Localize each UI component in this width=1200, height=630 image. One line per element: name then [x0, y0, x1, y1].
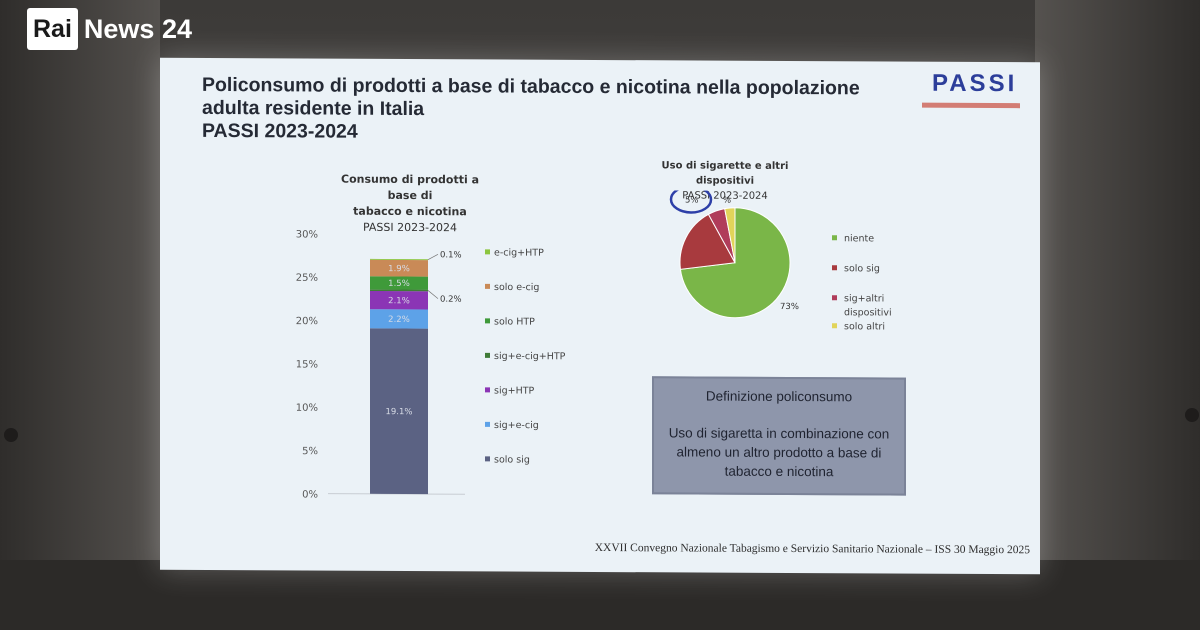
legend-swatch — [485, 456, 490, 462]
bar-data-label: 0.1% — [440, 250, 462, 260]
bar-data-label: 2.1% — [388, 296, 410, 306]
pie-legend-swatch — [832, 265, 837, 271]
legend-label: solo sig — [494, 454, 530, 465]
passi-logo-stripe — [922, 102, 1020, 109]
bar-data-label: 1.9% — [388, 264, 410, 274]
bar-data-label: 2.2% — [388, 315, 410, 325]
bar-callout-line — [427, 253, 439, 260]
passi-logo: PASSI — [922, 70, 1022, 115]
legend-label: e-cig+HTP — [494, 247, 544, 258]
pie-data-label: 73% — [780, 302, 799, 312]
legend-swatch — [485, 318, 490, 324]
bar-segment — [370, 259, 428, 277]
y-tick-label: 10% — [296, 403, 318, 414]
bar-callout-line — [427, 290, 439, 299]
pie-legend-label: sig+altri — [844, 293, 884, 304]
bar-data-label: 19.1% — [385, 407, 412, 417]
y-tick-label: 15% — [296, 359, 318, 370]
legend-label: solo HTP — [494, 316, 535, 327]
definition-text: Uso di sigaretta in combinazione con alm… — [668, 425, 890, 480]
pie-slice — [679, 213, 736, 270]
right-wall — [1035, 0, 1200, 630]
pie-legend-label: solo altri — [844, 321, 885, 331]
y-tick-label: 30% — [296, 229, 318, 240]
projected-slide: Policonsumo di prodotti a base di tabacc… — [160, 57, 1040, 575]
pie-legend-label: solo sig — [844, 263, 880, 274]
definition-heading: Definizione policonsumo — [705, 388, 853, 405]
legend-swatch — [485, 283, 490, 289]
legend-swatch — [485, 249, 490, 255]
highlight-circle — [669, 190, 713, 214]
logo-rai: Rai — [27, 8, 78, 50]
bar-segment — [370, 290, 428, 310]
legend-label: sig+HTP — [494, 385, 535, 396]
slide-title-line-3: PASSI 2023-2024 — [202, 119, 358, 143]
pie-legend-label: niente — [844, 233, 874, 244]
pie-data-label: % — [723, 196, 731, 206]
pie-legend-label: dispositivi — [844, 307, 892, 318]
legend-swatch — [485, 421, 490, 427]
logo-news24: News 24 — [83, 13, 192, 44]
legend-label: solo e-cig — [494, 282, 539, 293]
bar-data-label: 1.5% — [388, 279, 410, 289]
stacked-bar-chart: 0% 5% 10% 15% 20% 25% 30% 19.1% 2.2% 2.1% 0.2% 1.5%… — [296, 229, 566, 500]
bar-segment — [370, 309, 428, 329]
legend-swatch — [485, 387, 490, 393]
pie-data-label: 5% — [685, 195, 698, 205]
passi-logo-text: PASSI — [932, 69, 1018, 98]
wall-outlet-left — [4, 428, 18, 442]
bar-chart-title-line-1: Consumo di prodotti a base di — [341, 172, 479, 203]
wall-outlet-right — [1185, 408, 1199, 422]
pie-legend-swatch — [832, 323, 837, 329]
pie-legend-swatch — [832, 235, 837, 241]
slide-footer: XXVII Convegno Nazionale Tabagismo e Ser… — [594, 541, 1030, 557]
bar-segment — [370, 258, 428, 261]
slide-title: Policonsumo di prodotti a base di tabacc… — [202, 74, 922, 147]
pie-legend-swatch — [832, 295, 837, 301]
legend-label: sig+e-cig — [494, 420, 539, 431]
y-tick-label: 5% — [302, 446, 318, 457]
y-tick-label: 0% — [302, 489, 318, 500]
pie-slice — [724, 207, 736, 263]
y-tick-label: 25% — [296, 273, 318, 284]
left-wall — [0, 0, 160, 630]
legend-label: sig+e-cig+HTP — [494, 351, 566, 362]
definition-box: Definizione policonsumo Uso di sigaretta… — [652, 376, 906, 496]
channel-logo: Rai News 24 — [27, 8, 192, 50]
bar-data-label: 0.2% — [440, 295, 462, 305]
y-tick-label: 20% — [296, 316, 318, 327]
bar-segment — [370, 276, 428, 290]
bar-chart-title-line-2: tabacco e nicotina — [353, 204, 467, 219]
pie-chart-title-text: Uso di sigarette e altri dispositivi — [661, 160, 789, 187]
legend-swatch — [485, 352, 490, 358]
bar-segment — [370, 289, 428, 292]
bar-segment — [370, 328, 428, 495]
